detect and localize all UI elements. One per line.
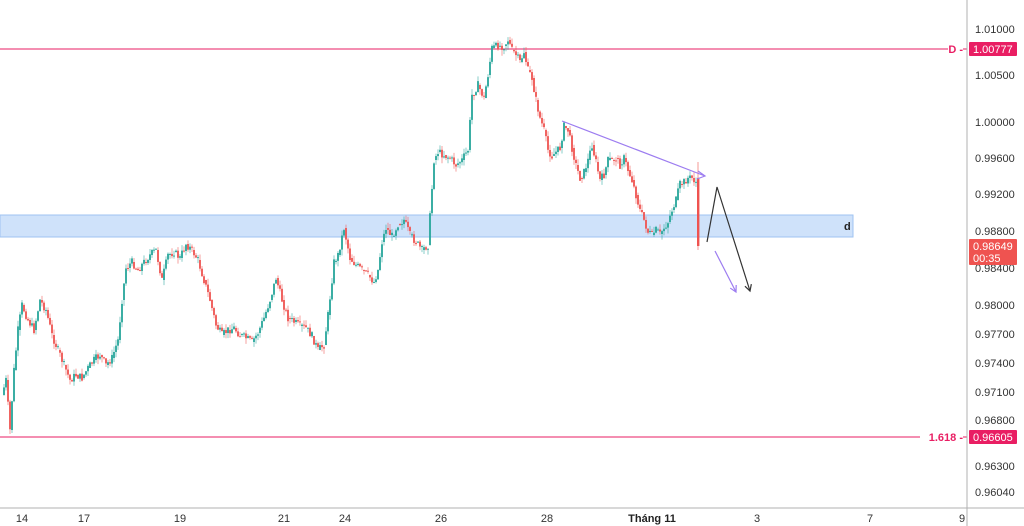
price-tick-label: 0.97700	[975, 329, 1015, 341]
time-tick-label: 24	[339, 513, 351, 525]
price-tag-fib-1.618	[969, 430, 1017, 444]
projection-arrowhead	[729, 284, 737, 294]
price-line-label-bg	[948, 42, 963, 56]
trendline-arrowhead	[696, 170, 707, 180]
price-tick-label: 1.01000	[975, 24, 1015, 36]
price-line-label-bg	[920, 430, 963, 444]
projection-arrowhead	[744, 284, 752, 293]
price-tick-label: 0.96300	[975, 461, 1015, 473]
time-tick-label: 3	[754, 513, 760, 525]
price-tag-value: 0.96605	[973, 432, 1013, 444]
price-line-label: D -	[948, 44, 963, 56]
drawings-group[interactable]	[561, 120, 752, 294]
current-price-tag	[969, 239, 1017, 265]
support-zone[interactable]	[0, 214, 854, 238]
price-axis[interactable]: 1.01000 1.00500 1.00000 0.99600 0.99200 0.988…	[975, 24, 1015, 499]
time-tick-label: 26	[435, 513, 447, 525]
time-tick-label: 19	[174, 513, 186, 525]
zone-label: d	[844, 221, 851, 233]
price-tick-label: 1.00000	[975, 117, 1015, 129]
price-tag-D	[969, 42, 1017, 56]
time-tick-label: Tháng 11	[628, 513, 676, 525]
time-tick-label: 7	[867, 513, 873, 525]
price-tick-label: 0.97400	[975, 358, 1015, 370]
price-tick-label: 0.96040	[975, 487, 1015, 499]
price-tick-label: 1.00500	[975, 70, 1015, 82]
price-tick-label: 0.98800	[975, 226, 1015, 238]
projection-black-path[interactable]	[706, 186, 751, 292]
time-tick-label: 21	[278, 513, 290, 525]
time-tick-label: 17	[78, 513, 90, 525]
candle-countdown: 00:35	[973, 253, 1001, 265]
time-axis[interactable]: 14 17 19 21 24 26 28 Tháng 11 3 7 9	[16, 513, 965, 525]
price-tick-label: 0.99600	[975, 153, 1015, 165]
current-price-value: 0.98649	[973, 241, 1013, 253]
price-tick-label: 0.99200	[975, 189, 1015, 201]
candles-group	[3, 36, 700, 434]
price-tick-label: 0.97100	[975, 387, 1015, 399]
projection-purple-arrow[interactable]	[714, 250, 737, 293]
time-tick-label: 28	[541, 513, 553, 525]
time-tick-label: 14	[16, 513, 28, 525]
price-lines-group: D - 1.618 -	[0, 42, 967, 444]
price-tick-label: 0.98400	[975, 263, 1015, 275]
price-line-label: 1.618 -	[929, 432, 964, 444]
price-tick-label: 0.96800	[975, 415, 1015, 427]
trendline[interactable]	[561, 120, 706, 177]
price-tick-label: 0.98000	[975, 300, 1015, 312]
time-tick-label: 9	[959, 513, 965, 525]
price-tag-value: 1.00777	[973, 44, 1013, 56]
